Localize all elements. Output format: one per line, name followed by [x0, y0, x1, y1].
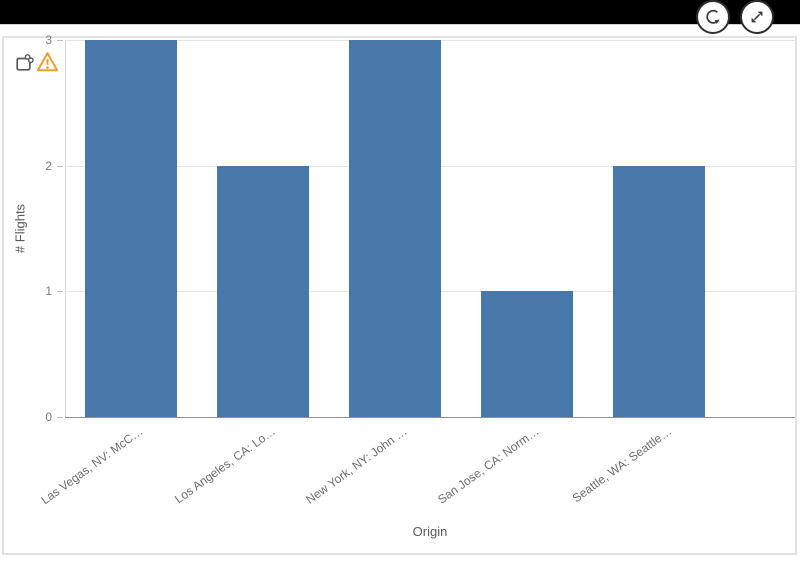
y-tick-label: 1: [45, 284, 52, 299]
snapshot-link-icon[interactable]: [13, 52, 35, 80]
plot-area: # Flights Origin 0 1 2 3 Las Vegas, NV: McC……: [4, 33, 795, 553]
y-axis-line: [65, 40, 66, 417]
x-category-label[interactable]: San Jose, CA: Norm…: [435, 424, 542, 507]
top-toolbar: [0, 0, 800, 25]
refresh-icon: [706, 9, 720, 24]
warning-triangle-icon[interactable]: [35, 49, 60, 80]
x-axis-line: [65, 417, 795, 418]
y-axis-title: # Flights: [12, 203, 28, 254]
refresh-button[interactable]: [696, 0, 730, 34]
bar[interactable]: [216, 165, 309, 417]
y-tick-label: 0: [45, 410, 52, 424]
bar[interactable]: [612, 165, 705, 417]
y-tickmark: [57, 165, 63, 167]
chart-card: # Flights Origin 0 1 2 3 Las Vegas, NV: McC……: [2, 33, 797, 555]
expand-button[interactable]: [740, 0, 774, 34]
y-tickmark: [57, 40, 63, 41]
bar[interactable]: [84, 40, 177, 417]
y-tickmark: [57, 417, 63, 418]
x-axis-title: Origin: [412, 524, 448, 539]
x-category-label[interactable]: Las Vegas, NV: McC…: [38, 424, 146, 508]
bar[interactable]: [348, 40, 441, 417]
expand-icon: [751, 11, 763, 23]
y-tickmark: [57, 291, 63, 293]
x-category-label[interactable]: Seattle, WA: Seattle…: [569, 424, 674, 506]
x-category-label[interactable]: Los Angeles, CA: Lo…: [171, 424, 278, 507]
y-tick-label: 3: [45, 33, 52, 47]
y-tick-label: 2: [45, 158, 52, 173]
x-category-label[interactable]: New York, NY: John …: [303, 424, 410, 507]
bar[interactable]: [480, 291, 573, 417]
